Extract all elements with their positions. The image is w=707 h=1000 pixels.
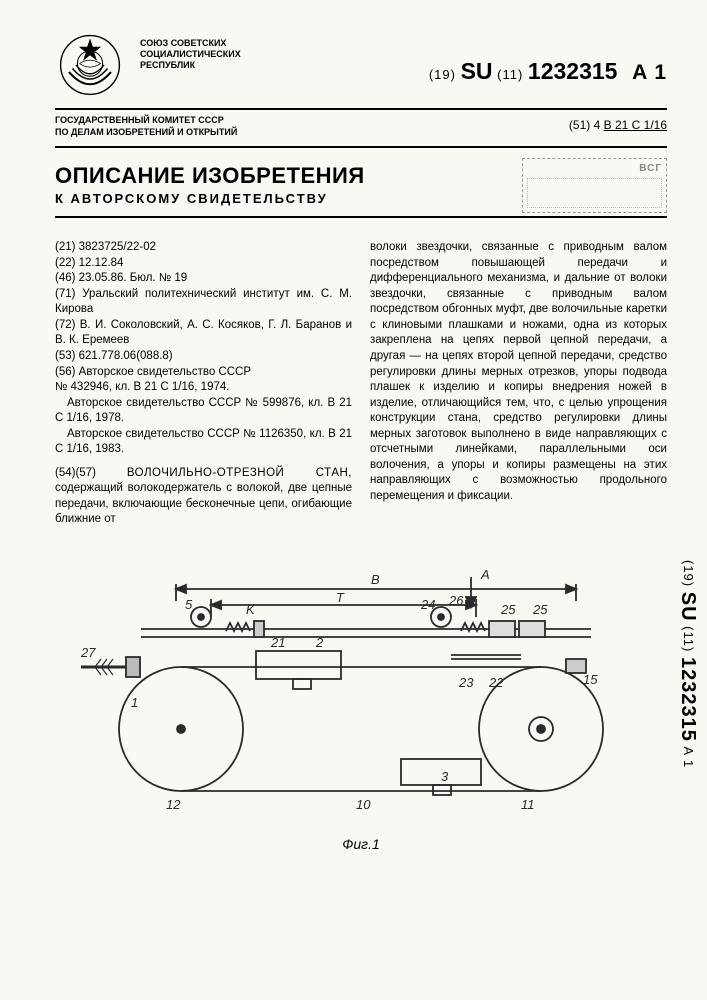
field-21: (21) 3823725/22-02 xyxy=(55,240,352,256)
num-prefix: (11) xyxy=(497,67,523,82)
figure-caption: Фиг.1 xyxy=(55,836,667,852)
header-text: СОЮЗ СОВЕТСКИХ СОЦИАЛИСТИЧЕСКИХ РЕСПУБЛИ… xyxy=(140,30,667,85)
ref-3: Авторское свидетельство СССР № 1126350, … xyxy=(55,427,352,458)
svg-text:25: 25 xyxy=(532,602,548,617)
stamp-inner xyxy=(527,178,662,208)
column-right: волоки звездочки, связанные с приводным … xyxy=(370,240,667,528)
svg-text:A: A xyxy=(480,567,490,582)
side-num-prefix: (11) xyxy=(681,626,696,652)
stamp-text: ВСГ xyxy=(527,163,662,174)
country-code: SU xyxy=(461,58,493,84)
field-71: (71) Уральский политехнический институт … xyxy=(55,287,352,318)
rule-3 xyxy=(55,216,667,218)
svg-text:22: 22 xyxy=(488,675,504,690)
svg-text:10: 10 xyxy=(356,797,371,812)
column-left: (21) 3823725/22-02 (22) 12.12.84 (46) 23… xyxy=(55,240,352,528)
abstract-text-1: содержащий волокодержатель с волокой, дв… xyxy=(55,482,352,525)
abstract-title: ВОЛОЧИЛЬНО-ОТРЕЗНОЙ СТАН, xyxy=(127,467,352,479)
union-label: СОЮЗ СОВЕТСКИХ СОЦИАЛИСТИЧЕСКИХ РЕСПУБЛИ… xyxy=(140,38,241,70)
field-22: (22) 12.12.84 xyxy=(55,256,352,272)
field-53: (53) 621.778.06(088.8) xyxy=(55,349,352,365)
ipc-code: B 21 C 1/16 xyxy=(604,118,667,132)
ref-1: № 432946, кл. B 21 C 1/16, 1974. xyxy=(55,380,352,396)
svg-text:24: 24 xyxy=(420,597,435,612)
ipc-prefix: (51) 4 xyxy=(569,118,600,132)
committee-label: ГОСУДАРСТВЕННЫЙ КОМИТЕТ СССР ПО ДЕЛАМ ИЗ… xyxy=(55,115,237,138)
svg-text:27: 27 xyxy=(80,645,96,660)
svg-text:3: 3 xyxy=(441,769,449,784)
side-cc-prefix: (19) xyxy=(681,560,696,587)
body-columns: (21) 3823725/22-02 (22) 12.12.84 (46) 23… xyxy=(55,240,667,528)
header-row: СОЮЗ СОВЕТСКИХ СОЦИАЛИСТИЧЕСКИХ РЕСПУБЛИ… xyxy=(55,30,667,100)
page-root: СОЮЗ СОВЕТСКИХ СОЦИАЛИСТИЧЕСКИХ РЕСПУБЛИ… xyxy=(0,0,707,1000)
svg-text:5: 5 xyxy=(185,597,193,612)
svg-text:11: 11 xyxy=(521,797,535,812)
side-doc-number: (19) SU (11) 1232315 A 1 xyxy=(676,560,699,768)
svg-text:K: K xyxy=(246,602,256,617)
ipc-block: (51) 4 B 21 C 1/16 xyxy=(569,118,667,132)
ussr-emblem-icon xyxy=(55,30,125,100)
stamp-box: ВСГ xyxy=(522,158,667,213)
number: 1232315 xyxy=(528,58,618,84)
svg-text:21: 21 xyxy=(270,635,285,650)
svg-text:2: 2 xyxy=(315,635,324,650)
rule-2 xyxy=(55,146,667,148)
svg-text:T: T xyxy=(336,590,345,605)
field-72: (72) В. И. Соколовский, А. С. Косяков, Г… xyxy=(55,318,352,349)
svg-text:25: 25 xyxy=(500,602,516,617)
svg-text:B: B xyxy=(371,572,380,587)
side-num: 1232315 xyxy=(677,657,699,742)
doc-number: (19) SU (11) 1232315 A 1 xyxy=(429,58,667,85)
cc-prefix: (19) xyxy=(429,67,456,82)
rule-1 xyxy=(55,108,667,110)
kind-code: A 1 xyxy=(632,61,667,84)
svg-text:12: 12 xyxy=(166,797,181,812)
svg-text:1: 1 xyxy=(131,695,138,710)
figure-1: B T A K 5 21 2 24 26 25 25 23 22 15 3 10… xyxy=(55,559,667,852)
field-56-label: (56) Авторское свидетельство СССР xyxy=(55,365,352,381)
svg-text:23: 23 xyxy=(458,675,474,690)
svg-text:26: 26 xyxy=(448,593,464,608)
field-46: (46) 23.05.86. Бюл. № 19 xyxy=(55,271,352,287)
title-block: ОПИСАНИЕ ИЗОБРЕТЕНИЯ К АВТОРСКОМУ СВИДЕТ… xyxy=(55,163,667,206)
svg-text:15: 15 xyxy=(583,672,598,687)
ref-2: Авторское свидетельство СССР № 599876, к… xyxy=(55,396,352,427)
figure-svg: B T A K 5 21 2 24 26 25 25 23 22 15 3 10… xyxy=(71,559,651,829)
abstract-text-2: волоки звездочки, связанные с приводным … xyxy=(370,240,667,504)
abstract-prefix: (54)(57) xyxy=(55,467,96,479)
side-kind: A 1 xyxy=(681,746,696,768)
abstract-start: (54)(57) ВОЛОЧИЛЬНО-ОТРЕЗНОЙ СТАН, содер… xyxy=(55,466,352,528)
sub-header: ГОСУДАРСТВЕННЫЙ КОМИТЕТ СССР ПО ДЕЛАМ ИЗ… xyxy=(55,115,667,138)
side-cc: SU xyxy=(677,592,699,622)
